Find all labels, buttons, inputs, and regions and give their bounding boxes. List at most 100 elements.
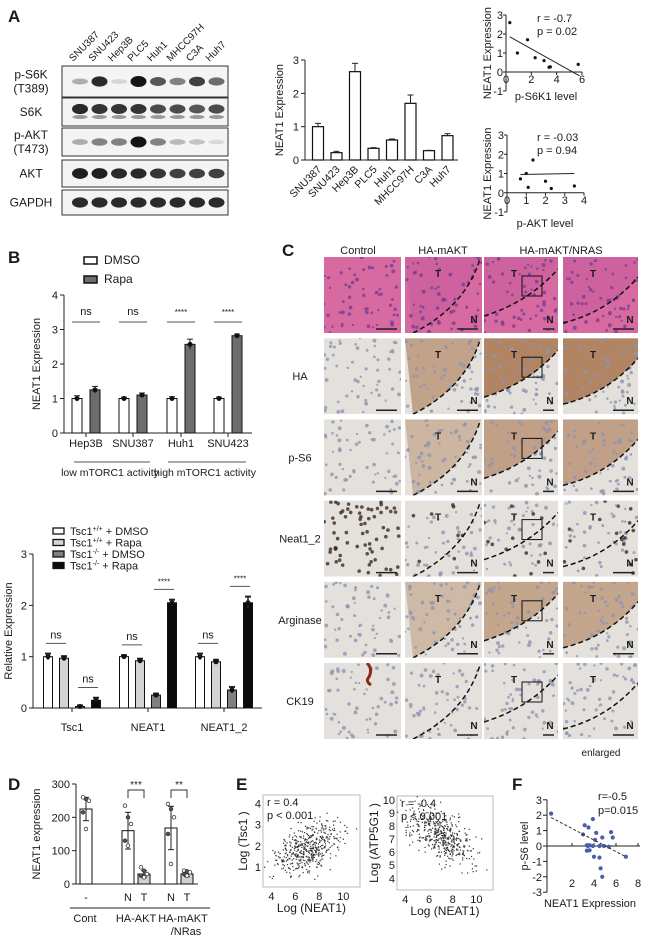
cell-nucleus bbox=[423, 621, 426, 624]
cell-nucleus bbox=[429, 520, 433, 524]
data-point bbox=[297, 855, 299, 857]
data-point bbox=[434, 825, 436, 827]
blot-band bbox=[72, 78, 88, 85]
cell-nucleus bbox=[545, 618, 549, 623]
cell-nucleus bbox=[460, 672, 465, 677]
cell-nucleus bbox=[517, 420, 522, 424]
data-point bbox=[329, 836, 331, 838]
data-point bbox=[413, 814, 415, 816]
data-point bbox=[458, 830, 460, 832]
cell-nucleus bbox=[434, 690, 439, 695]
data-point bbox=[300, 841, 302, 843]
panel-label-E: E bbox=[236, 775, 247, 794]
cell-nucleus bbox=[341, 322, 344, 326]
data-point bbox=[311, 835, 313, 837]
data-point bbox=[446, 821, 448, 823]
data-point bbox=[315, 837, 318, 839]
data-point bbox=[306, 841, 308, 843]
y-tick-label: -2 bbox=[532, 872, 542, 884]
cell-nucleus bbox=[616, 645, 620, 649]
cell-nucleus bbox=[405, 562, 410, 567]
cell-nucleus bbox=[405, 558, 407, 562]
cell-nucleus bbox=[347, 702, 351, 706]
cell-nucleus bbox=[348, 305, 353, 310]
data-point bbox=[533, 56, 537, 60]
cell-nucleus bbox=[531, 522, 535, 526]
cell-nucleus bbox=[567, 699, 571, 702]
cell-nucleus bbox=[353, 687, 356, 691]
cell-nucleus bbox=[573, 719, 576, 723]
cell-nucleus bbox=[604, 267, 608, 271]
data-point bbox=[308, 858, 310, 860]
y-axis-label: Log (ATP5G1 ) bbox=[367, 803, 381, 883]
cell-nucleus bbox=[383, 603, 388, 608]
cell-nucleus bbox=[428, 257, 431, 259]
cell-nucleus bbox=[512, 663, 516, 667]
y-tick-label: 8 bbox=[389, 821, 395, 833]
cell-nucleus bbox=[338, 448, 342, 453]
cell-nucleus bbox=[472, 569, 475, 572]
cell-nucleus bbox=[584, 469, 588, 474]
data-point bbox=[344, 824, 346, 827]
cell-nucleus bbox=[556, 730, 558, 733]
cell-nucleus bbox=[455, 525, 460, 530]
cell-nucleus bbox=[611, 514, 616, 519]
data-point bbox=[311, 854, 313, 856]
data-point bbox=[431, 827, 434, 829]
data-point bbox=[464, 840, 467, 842]
data-point bbox=[333, 843, 335, 845]
cell-nucleus bbox=[622, 675, 625, 678]
cell-nucleus bbox=[531, 512, 536, 516]
cell-nucleus bbox=[599, 296, 603, 300]
cell-nucleus bbox=[633, 402, 636, 406]
data-point bbox=[122, 838, 128, 843]
data-point bbox=[466, 838, 468, 840]
cell-nucleus bbox=[388, 429, 392, 433]
cell-nucleus bbox=[590, 585, 594, 589]
histology-image: TN bbox=[563, 581, 638, 658]
cell-nucleus bbox=[372, 624, 375, 627]
data-point bbox=[428, 835, 430, 837]
row-label: CK19 bbox=[286, 696, 314, 708]
mean-marker bbox=[121, 654, 127, 660]
data-point bbox=[307, 863, 309, 865]
data-point bbox=[141, 875, 147, 880]
cell-nucleus bbox=[599, 565, 603, 569]
cell-nucleus bbox=[445, 692, 450, 696]
data-point bbox=[430, 848, 433, 850]
mean-marker bbox=[169, 600, 175, 606]
histology-image bbox=[324, 257, 401, 333]
data-point bbox=[297, 821, 299, 824]
cell-nucleus bbox=[602, 390, 605, 394]
data-point bbox=[290, 842, 292, 844]
cell-nucleus bbox=[546, 423, 549, 426]
data-point bbox=[465, 838, 467, 840]
cell-nucleus bbox=[454, 511, 458, 514]
data-point bbox=[427, 830, 429, 832]
bar bbox=[213, 398, 225, 434]
cell-nucleus bbox=[597, 421, 601, 425]
data-point bbox=[406, 804, 408, 806]
cell-nucleus bbox=[349, 634, 352, 638]
data-point bbox=[441, 844, 443, 846]
data-point bbox=[291, 853, 293, 855]
cell-nucleus bbox=[518, 273, 521, 276]
x-tick-label: Hep3B bbox=[69, 438, 103, 450]
cell-nucleus bbox=[592, 290, 595, 293]
cell-nucleus bbox=[484, 520, 486, 525]
tumor-marker: T bbox=[511, 350, 517, 361]
data-point bbox=[141, 868, 147, 873]
cell-nucleus bbox=[387, 611, 391, 614]
cell-nucleus bbox=[605, 358, 610, 363]
mean-marker bbox=[139, 392, 145, 398]
cell-nucleus bbox=[389, 488, 393, 492]
cell-nucleus bbox=[352, 469, 356, 473]
x-tick-label: - bbox=[84, 892, 88, 904]
tissue bbox=[484, 663, 558, 739]
cell-nucleus bbox=[511, 678, 515, 682]
cell-nucleus bbox=[607, 635, 611, 639]
data-point bbox=[336, 838, 338, 840]
histology-image bbox=[324, 338, 401, 415]
cell-nucleus bbox=[391, 442, 395, 446]
